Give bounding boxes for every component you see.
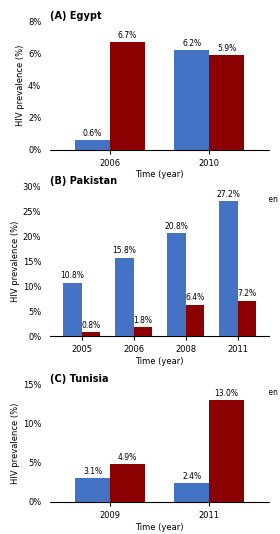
Text: 15.8%: 15.8% <box>113 246 136 255</box>
Text: 13.0%: 13.0% <box>214 389 239 398</box>
Text: 5.9%: 5.9% <box>217 44 236 53</box>
Bar <box>220 201 238 336</box>
Text: 3.1%: 3.1% <box>83 467 102 476</box>
Bar <box>134 327 152 336</box>
Bar <box>238 301 256 336</box>
Bar <box>63 282 81 336</box>
Text: (A) Egypt: (A) Egypt <box>50 11 102 21</box>
Text: 6.7%: 6.7% <box>118 32 137 40</box>
Text: 4.9%: 4.9% <box>118 453 137 462</box>
Bar <box>75 478 110 502</box>
Legend: People who inject drugs, Men who have sex with men: People who inject drugs, Men who have se… <box>54 385 280 400</box>
Text: 6.2%: 6.2% <box>182 40 201 48</box>
Bar <box>75 140 110 150</box>
Text: 0.6%: 0.6% <box>83 129 102 138</box>
Y-axis label: HIV prevalence (%): HIV prevalence (%) <box>11 221 20 302</box>
Bar <box>110 42 145 150</box>
Legend: People who inject drugs, Men who have sex with men: People who inject drugs, Men who have se… <box>54 192 280 207</box>
Bar <box>167 233 186 336</box>
Bar <box>174 483 209 502</box>
Y-axis label: HIV prevalence (%): HIV prevalence (%) <box>16 45 25 126</box>
Text: 27.2%: 27.2% <box>216 190 241 199</box>
Bar <box>110 464 145 502</box>
Bar <box>209 400 244 502</box>
Bar <box>186 304 204 336</box>
Text: (B) Pakistan: (B) Pakistan <box>50 176 118 186</box>
Text: 6.4%: 6.4% <box>185 293 204 302</box>
Bar <box>174 50 209 150</box>
Bar <box>209 55 244 150</box>
Text: 0.8%: 0.8% <box>81 321 100 330</box>
Text: 10.8%: 10.8% <box>60 271 85 280</box>
Y-axis label: HIV prevalence (%): HIV prevalence (%) <box>11 403 20 484</box>
Bar <box>115 258 134 336</box>
X-axis label: Time (year): Time (year) <box>135 357 184 366</box>
Bar <box>81 333 100 336</box>
Text: 1.8%: 1.8% <box>133 316 152 325</box>
X-axis label: Time (year): Time (year) <box>135 523 184 532</box>
Text: 7.2%: 7.2% <box>237 289 256 299</box>
Text: (C) Tunisia: (C) Tunisia <box>50 374 109 384</box>
X-axis label: Time (year): Time (year) <box>135 170 184 179</box>
Text: 2.4%: 2.4% <box>182 473 201 482</box>
Text: 20.8%: 20.8% <box>165 222 188 231</box>
